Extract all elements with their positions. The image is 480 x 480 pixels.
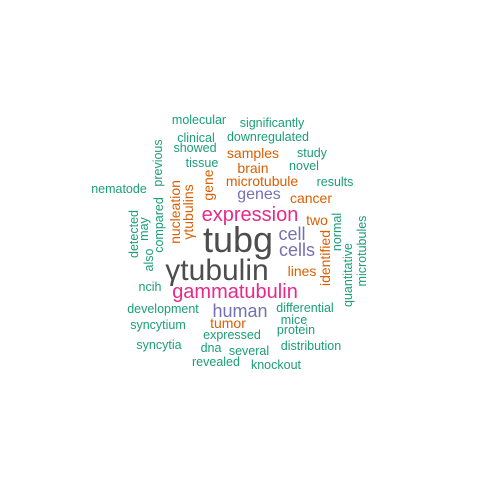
word-novel: novel — [289, 159, 319, 173]
word-normal: normal — [330, 213, 344, 251]
word-distribution: distribution — [281, 339, 341, 353]
word-expressed: expressed — [203, 328, 261, 342]
word-molecular: molecular — [172, 113, 226, 127]
word-lines: lines — [288, 263, 317, 279]
word-mice: mice — [281, 313, 307, 327]
word-gamma-tubulins: γtubulins — [180, 184, 196, 239]
word-gene: gene — [200, 169, 216, 200]
word-study: study — [297, 146, 328, 160]
word-cell: cell — [278, 224, 305, 244]
word-previous: previous — [151, 139, 165, 186]
word-genes: genes — [237, 186, 281, 203]
word-tumor: tumor — [210, 315, 246, 331]
word-samples: samples — [227, 145, 279, 161]
word-protein: protein — [277, 323, 315, 337]
word-knockout: knockout — [251, 358, 302, 372]
word-human: human — [212, 301, 267, 321]
word-development: development — [127, 302, 199, 316]
word-nucleation: nucleation — [167, 180, 183, 244]
word-ncih: ncih — [139, 280, 162, 294]
word-several: several — [229, 344, 269, 358]
word-brain: brain — [237, 160, 268, 176]
word-clinical: clinical — [177, 131, 215, 145]
word-revealed: revealed — [192, 355, 240, 369]
word-identified: identified — [317, 230, 333, 286]
word-microtubules: microtubules — [355, 216, 369, 287]
word-two: two — [306, 212, 328, 228]
word-may: may — [137, 216, 151, 240]
word-syncytia: syncytia — [136, 338, 181, 352]
word-differential: differential — [276, 301, 333, 315]
word-downregulated: downregulated — [227, 130, 309, 144]
word-microtubule: microtubule — [226, 173, 299, 189]
word-syncytium: syncytium — [130, 318, 186, 332]
word-significantly: significantly — [240, 116, 305, 130]
word-tubg: tubg — [203, 219, 273, 260]
word-compared: compared — [152, 197, 166, 253]
word-detected: detected — [127, 210, 141, 258]
word-expression: expression — [202, 204, 299, 226]
word-also: also — [142, 248, 156, 271]
word-dna: dna — [201, 341, 222, 355]
word-cells: cells — [279, 240, 315, 260]
word-gammatubulin: gammatubulin — [172, 281, 298, 303]
word-nematode: nematode — [91, 182, 147, 196]
word-quantitative: quantitative — [341, 243, 355, 307]
word-tissue: tissue — [186, 156, 219, 170]
word-showed: showed — [173, 141, 216, 155]
word-results: results — [317, 175, 354, 189]
word-cancer: cancer — [290, 190, 332, 206]
word-gamma-tubulin: γtubulin — [165, 254, 268, 287]
